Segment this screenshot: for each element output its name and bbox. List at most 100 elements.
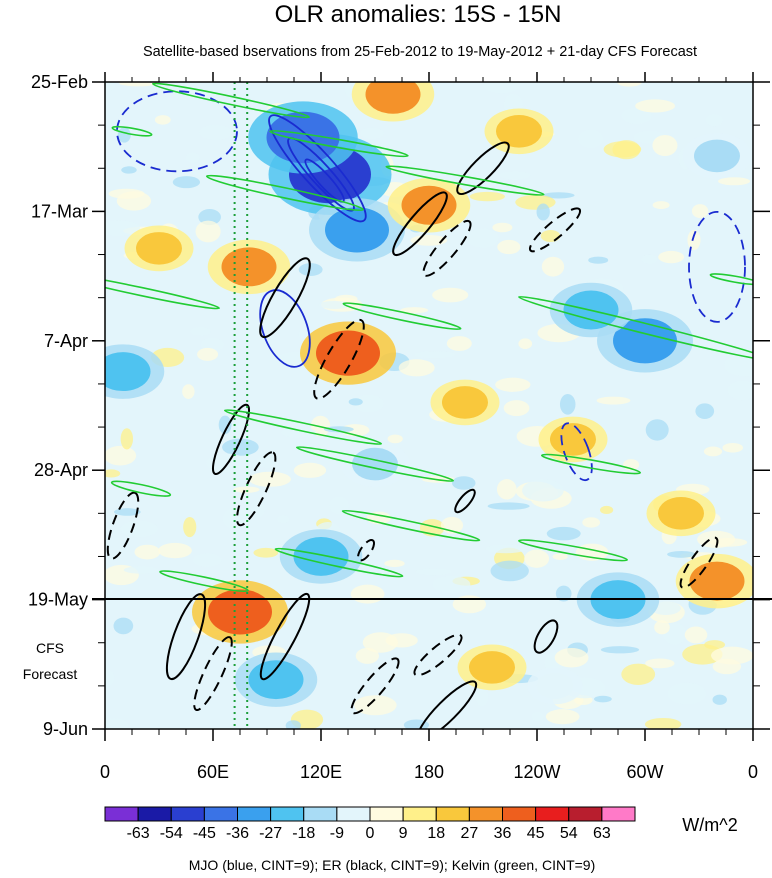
kelvin-contour [151,82,311,119]
colorbar-swatch [104,806,139,822]
anomaly-texture-cell [588,256,609,264]
colorbar-tick-label: 63 [593,825,611,842]
anomaly-texture-cell [218,415,232,435]
mjo-contour [259,289,311,368]
anomaly-texture-cell [281,427,317,438]
anomaly-texture-cell [113,617,134,635]
anomaly-texture-cell [703,446,723,457]
mjo-contour [688,210,746,323]
colorbar-swatch [369,806,404,822]
anomaly-feature [325,207,389,253]
x-axis: 0 60E 120E 180 120W 60W 0 [100,72,758,782]
anomaly-texture-cell [186,152,200,163]
anomaly-texture-cell [545,709,580,725]
colorbar-tick-label: 0 [366,825,375,842]
anomaly-texture-cell [554,648,589,668]
anomaly-texture-cell [105,445,137,466]
er-contour [356,539,376,562]
anomaly-texture-cell [105,220,140,236]
kelvin-contour [342,302,462,331]
chart-title: OLR anomalies: 15S - 15N [275,1,562,28]
anomaly-texture-cell [348,398,363,406]
anomaly-texture-cell [635,99,676,113]
colorbar-tick-label: -63 [127,825,150,842]
anomaly-texture-cell [231,107,246,129]
anomaly-feature [401,185,457,225]
anomaly-texture-cell [616,82,642,87]
anomaly-texture-cell [667,550,696,558]
anomaly-texture-cell [432,575,471,593]
anomaly-texture-cell [105,718,129,729]
colorbar-swatch [303,806,338,822]
anomaly-texture-cell [495,377,531,392]
colorbar-swatch [170,806,205,822]
er-contour [422,219,472,277]
anomaly-texture-cell [487,502,530,510]
anomaly-texture-cell [134,544,161,560]
er-contour [313,318,365,400]
anomaly-texture-cell [536,203,550,221]
anomaly-texture-cell [400,307,429,314]
anomaly-texture-cell [552,553,568,561]
anomaly-texture-cell [293,462,327,478]
colorbar-swatch [137,806,172,822]
anomaly-texture-cell [206,453,247,473]
anomaly-texture-cell [483,82,520,94]
anomaly-texture-cell [612,140,641,160]
anomaly-texture-cell [123,566,159,574]
anomaly-feature [689,561,745,601]
mjo-contour [268,114,367,223]
anomaly-texture-cell [492,222,513,233]
anomaly-texture-cell [695,403,715,419]
kelvin-contour [709,273,753,286]
anomaly-texture-cell [452,476,476,490]
anomaly-texture-cell [599,505,614,515]
anomaly-texture-cell [687,229,701,251]
anomaly-feature [694,139,740,173]
anomaly-texture-cell [353,695,397,716]
anomaly-texture-cell [277,515,290,524]
anomaly-texture-cell [387,434,403,444]
x-tick-label: 0 [100,762,110,782]
colorbar-tick-label: -9 [330,825,344,842]
contour-layer [105,82,753,729]
kelvin-contour [518,539,628,562]
kelvin-contour [223,409,383,445]
anomaly-texture-cell [542,192,575,199]
anomaly-feature [536,672,574,700]
anomaly-texture-cell [722,442,744,453]
anomaly-texture-cell [183,516,197,538]
anomaly-texture-cell [298,263,323,277]
kelvin-contour [385,165,545,196]
y-axis: 25-Feb 17-Mar 7-Apr 28-Apr 19-May 9-Jun [28,72,770,739]
kelvin-contour [111,125,153,137]
anomaly-texture-cell [467,228,499,248]
anomaly-texture-cell [318,300,351,309]
anomaly-texture-cell [120,428,134,450]
mjo-contour [116,90,238,173]
anomaly-texture-cell [117,127,131,143]
x-tick-label: 60E [197,762,229,782]
anomaly-texture-cell [654,620,670,635]
er-contour [392,191,448,257]
anomaly-texture-cell [222,507,250,530]
anomaly-texture-cell [559,393,576,415]
y-tick-label: 17-Mar [31,201,88,221]
y-tick-label: 28-Apr [34,460,88,480]
anomaly-feature [658,497,704,530]
colorbar-tick-label: 54 [560,825,578,842]
anomaly-texture-cell [233,486,260,493]
anomaly-texture-cell [667,682,707,705]
anomaly-texture-cell [684,626,708,644]
anomaly-texture-cell [582,517,601,528]
x-tick-label: 0 [748,762,758,782]
anomaly-texture-cell [490,560,529,582]
anomaly-feature [496,114,542,148]
chart-subtitle: Satellite-based bservations from 25-Feb-… [143,44,697,60]
y-tick-label: 25-Feb [31,72,88,92]
anomaly-texture-cell [360,127,384,139]
anomaly-texture-cell [546,526,581,541]
x-tick-label: 120W [513,762,560,782]
anomaly-texture-cell [353,394,384,413]
